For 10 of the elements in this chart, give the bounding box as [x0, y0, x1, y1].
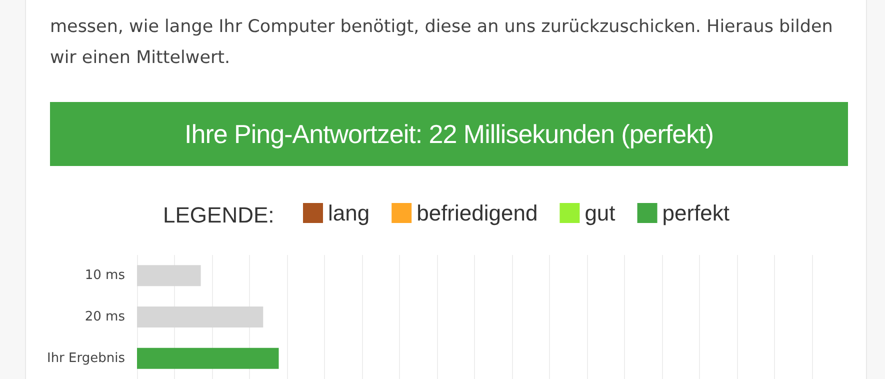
text: messen, wie lange Ihr Computer benötigt, diese an uns zurückzuschicken. Hieraus bilden wir einen Mittelwert. [50, 16, 834, 70]
y-tick-label: 20 ms [84, 310, 126, 324]
legend-title: LEGENDE: [163, 202, 274, 228]
text: Ihre Ping-Antwortzeit: 22 Millisekunden (perfekt) [50, 102, 848, 166]
y-tick-label: Ihr Ergebnis [46, 350, 126, 366]
legend-label: lang [328, 200, 370, 226]
y-tick-label: 10 ms [84, 268, 126, 284]
legend-label: befriedigend [416, 200, 538, 226]
legend-label: perfekt [662, 200, 730, 226]
legend-label: gut [584, 200, 616, 226]
